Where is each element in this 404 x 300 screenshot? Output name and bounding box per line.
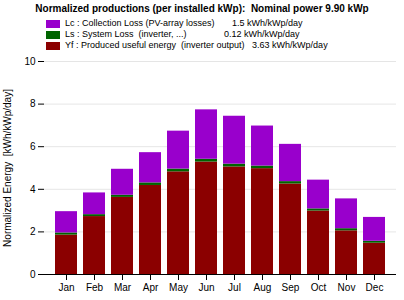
html-text:Ls : System Loss (inverter, ..: Ls : System Loss (inverter, ...) 0.12 kW… bbox=[65, 29, 300, 39]
svg-text:Apr: Apr bbox=[143, 282, 159, 293]
svg-text:Nov: Nov bbox=[338, 282, 356, 293]
html-text:Normalized productions (per in: Normalized productions (per installed kW… bbox=[35, 3, 369, 14]
svg-text:10: 10 bbox=[24, 56, 36, 67]
svg-text:2: 2 bbox=[30, 226, 36, 237]
html-text:Yf : Produced useful energy (i: Yf : Produced useful energy (inverter ou… bbox=[65, 40, 328, 50]
svg-text:Aug: Aug bbox=[254, 282, 272, 293]
svg-text:Oct: Oct bbox=[311, 282, 327, 293]
svg-text:Dec: Dec bbox=[366, 282, 384, 293]
svg-text:Normalized Energy [kWh/kWp/da: Normalized Energy [kWh/kWp/day] bbox=[2, 89, 13, 247]
html-text:Lc : Collection Loss (PV-array: Lc : Collection Loss (PV-array losses) 1… bbox=[65, 18, 303, 28]
svg-text:Jul: Jul bbox=[228, 282, 241, 293]
svg-text:4: 4 bbox=[30, 184, 36, 195]
svg-text:Jan: Jan bbox=[58, 282, 74, 293]
svg-text:Mar: Mar bbox=[114, 282, 132, 293]
svg-text:Sep: Sep bbox=[282, 282, 300, 293]
svg-text:6: 6 bbox=[30, 141, 36, 152]
svg-text:May: May bbox=[169, 282, 188, 293]
svg-text:Jun: Jun bbox=[198, 282, 214, 293]
svg-text:Feb: Feb bbox=[86, 282, 104, 293]
svg-text:8: 8 bbox=[30, 98, 36, 109]
svg-text:0: 0 bbox=[30, 269, 36, 280]
